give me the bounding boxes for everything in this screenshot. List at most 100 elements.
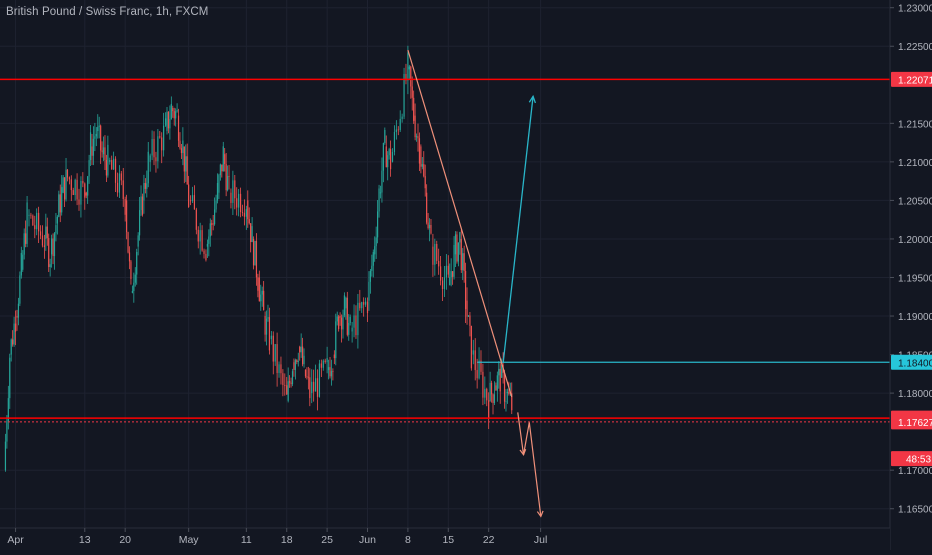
candle-body [61,187,63,213]
candle-body [363,302,365,305]
candle-body [447,265,449,275]
candle-body [144,183,146,189]
candle-body [445,265,447,278]
time-tick-label: 8 [405,534,411,546]
candle-body [301,346,304,365]
candle-body [102,147,105,155]
candle-body [43,245,45,247]
candle-body [420,146,422,167]
candle-body [101,150,103,153]
time-tick-label: Jul [534,534,547,546]
price-tick-label: 1.17000 [898,466,932,477]
candle-body [88,160,90,177]
candle-body [222,146,224,172]
candle-body [72,190,74,196]
bullish-target-arrow[interactable] [502,96,534,363]
candle-body [501,364,503,378]
candle-body [297,360,299,362]
candle-body [276,344,278,373]
candle-body [185,156,187,172]
candle-body [189,200,192,202]
candle-body [492,394,494,403]
candle-body [462,253,464,271]
candle-body [436,244,438,261]
time-tick-label: Apr [7,534,24,546]
candle-body [300,346,302,353]
candle-body [32,215,34,226]
candle-body [169,119,171,129]
candle-body [382,143,384,171]
candle-body [74,179,76,196]
candle-body [136,252,138,275]
candle-body [143,183,145,201]
candle-body [415,136,418,138]
price-tick-label: 48:53 [906,455,931,466]
candle-body [343,295,346,316]
candle-body [254,240,256,266]
candle-body [126,200,128,233]
candle-body [166,111,168,132]
candle-body [19,275,21,304]
candle-body [236,198,238,208]
candle-body [346,297,348,335]
candle-body [173,111,175,119]
candle-body [430,224,432,234]
candle-body [372,252,374,266]
candle-body [16,316,18,318]
candle-body [452,271,454,277]
candle-body [209,223,211,237]
price-badge [891,354,932,370]
candle-body [26,202,28,244]
descending-trend-line[interactable] [407,49,513,398]
candle-body [389,149,392,170]
candle-body [104,147,106,160]
candle-body [205,253,207,261]
candle-body [410,66,412,87]
candle-body [342,315,344,330]
candle-body [318,363,321,397]
bearish-projection-path[interactable] [517,412,542,517]
candle-body [267,317,269,319]
candle-body [272,335,274,362]
candle-body [85,192,87,196]
candle-body [454,234,457,255]
candle-body [214,209,216,225]
candle-body [208,236,210,244]
candle-body [68,177,70,180]
candle-body [216,182,219,201]
candle-body [92,138,95,156]
candle-body [474,350,476,371]
candle-body [161,137,163,151]
time-axis: Apr 13 20 May 11 18 25 Jun 8 15 22 Jul [0,527,890,550]
price-badge [891,451,932,467]
candle-body [155,157,157,162]
candle-body [51,238,53,255]
candle-body [459,232,461,243]
candle-body [36,212,38,230]
candle-body [378,188,380,212]
candle-body [76,179,78,200]
candle-body [124,199,126,215]
candle-body [441,280,444,290]
candle-body [294,360,296,370]
candle-body [59,194,61,213]
candle-body [359,302,361,309]
candle-body [87,176,89,196]
candle-body [263,290,265,311]
candle-body [296,360,298,362]
candle-body [130,261,132,280]
candle-body [107,144,109,176]
candle-body [134,274,136,283]
candle-body [499,368,501,392]
candle-body [345,297,347,309]
price-axis: 1.23000 1.22500 1.22071 1.21500 1.21000 1.205… [889,0,932,550]
candle-body [182,140,184,154]
candle-body [375,237,377,247]
candle-body [241,212,244,213]
candle-body [151,139,153,156]
candle-body [314,378,317,392]
candle-body [340,317,343,330]
candle-body [7,398,9,422]
